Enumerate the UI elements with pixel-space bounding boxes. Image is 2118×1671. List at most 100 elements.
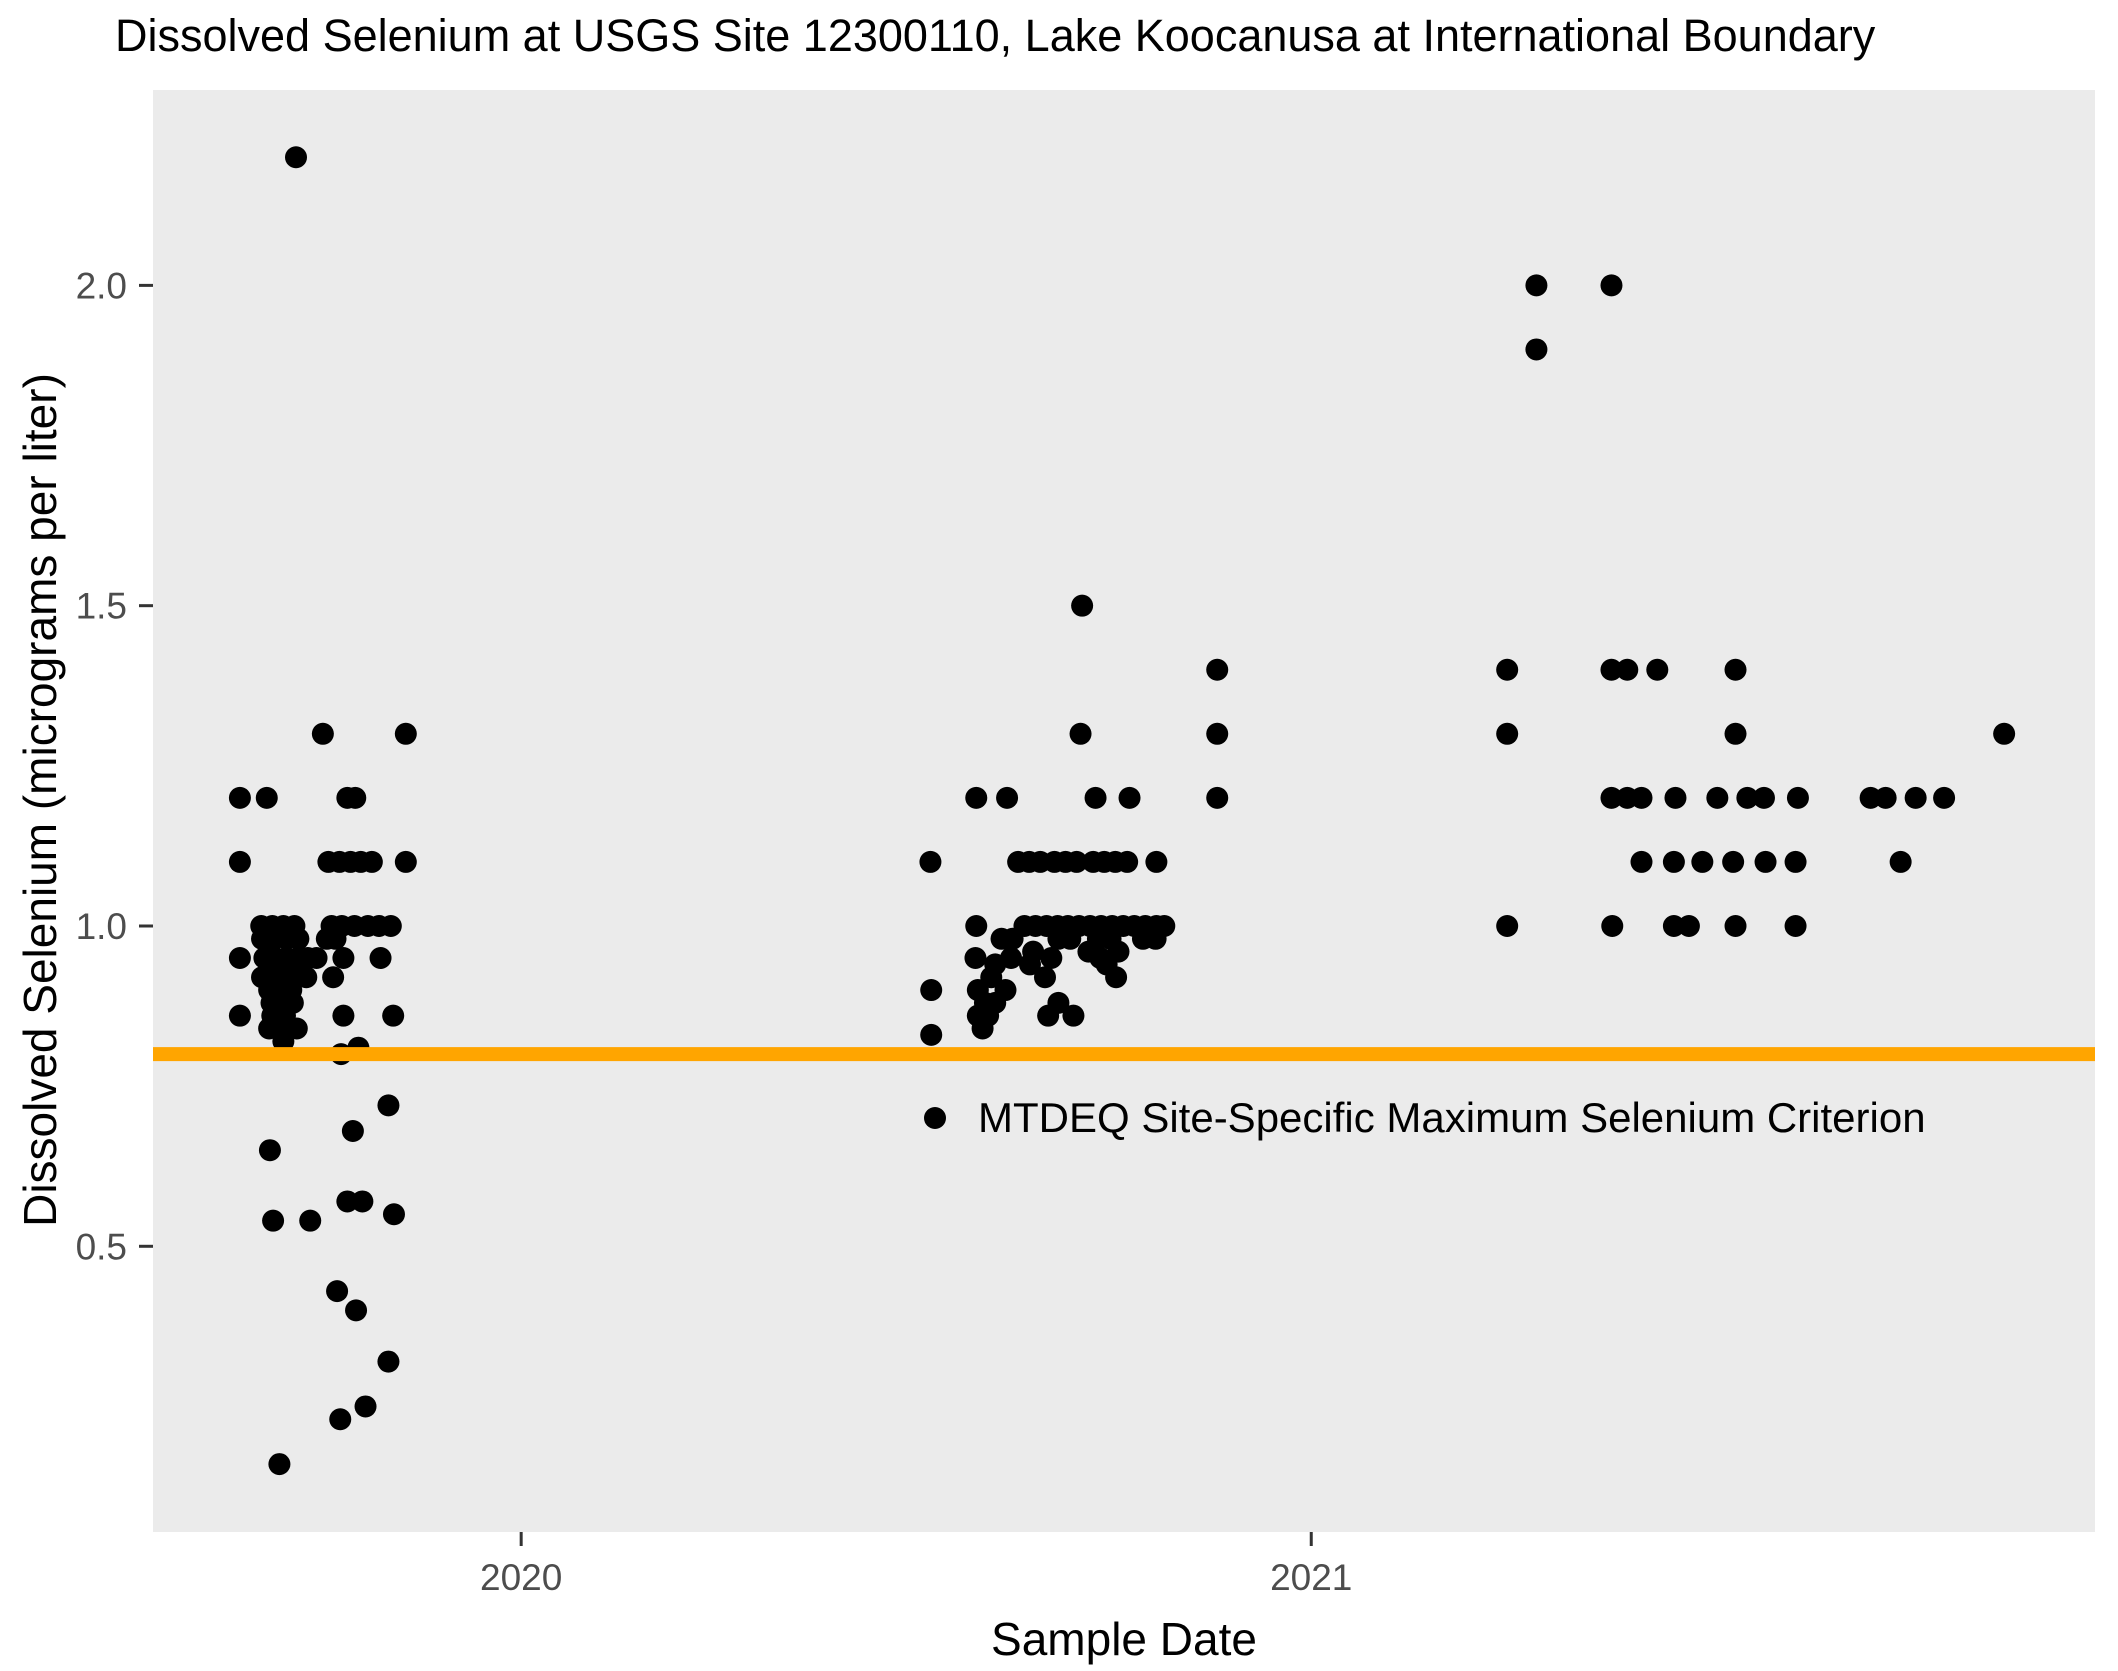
data-point <box>285 146 308 169</box>
data-point <box>394 722 417 745</box>
data-point <box>1206 658 1229 681</box>
data-point <box>1616 658 1639 681</box>
data-point <box>996 786 1019 809</box>
data-point <box>262 1209 285 1232</box>
data-point <box>1601 914 1624 937</box>
data-point <box>920 1023 943 1046</box>
data-point <box>299 1209 322 1232</box>
data-point <box>1062 1004 1085 1027</box>
data-point <box>311 722 334 745</box>
data-point <box>1018 953 1041 976</box>
data-point <box>268 1453 291 1476</box>
data-point <box>1889 850 1912 873</box>
data-point <box>326 1280 349 1303</box>
data-point <box>1033 966 1056 989</box>
data-point <box>345 1299 368 1322</box>
data-point <box>1496 658 1519 681</box>
data-point <box>1037 1004 1060 1027</box>
legend-point-marker <box>924 1107 946 1129</box>
data-point <box>1646 658 1669 681</box>
data-point <box>965 786 988 809</box>
data-point <box>1724 914 1747 937</box>
data-point <box>287 927 310 950</box>
data-point <box>1084 786 1107 809</box>
data-point <box>1722 850 1745 873</box>
data-point <box>377 1350 400 1373</box>
data-point <box>369 947 392 970</box>
y-tick-label: 2.0 <box>76 265 127 306</box>
data-point <box>1784 914 1807 937</box>
data-point <box>1904 786 1927 809</box>
data-point <box>1525 274 1548 297</box>
data-point <box>1496 722 1519 745</box>
data-point <box>228 947 251 970</box>
criterion-line <box>153 1047 2095 1062</box>
legend: MTDEQ Site-Specific Maximum Selenium Cri… <box>924 1096 1926 1140</box>
data-point <box>919 850 942 873</box>
data-point <box>1706 786 1729 809</box>
data-point <box>1065 850 1088 873</box>
data-point <box>1144 927 1167 950</box>
legend-label: MTDEQ Site-Specific Maximum Selenium Cri… <box>978 1094 1926 1141</box>
data-point <box>1724 658 1747 681</box>
data-point <box>1206 722 1229 745</box>
data-point <box>332 947 355 970</box>
data-point <box>964 947 987 970</box>
x-axis-title: Sample Date <box>991 1613 1257 1665</box>
data-point <box>329 1408 352 1431</box>
data-point <box>344 786 367 809</box>
data-point <box>379 914 402 937</box>
y-axis-title: Dissolved Selenium (micrograms per liter… <box>14 373 66 1227</box>
data-point <box>1001 927 1024 950</box>
x-tick-label: 2021 <box>1270 1557 1352 1598</box>
data-point <box>1677 914 1700 937</box>
data-point <box>1206 786 1229 809</box>
data-point <box>228 1004 251 1027</box>
data-point <box>382 1004 405 1027</box>
data-point <box>324 927 347 950</box>
data-point <box>1118 786 1141 809</box>
y-tick-label: 1.5 <box>76 586 127 627</box>
data-point <box>971 1017 994 1040</box>
data-point <box>965 914 988 937</box>
data-point <box>1600 274 1623 297</box>
data-point <box>377 1094 400 1117</box>
data-point <box>394 850 417 873</box>
data-point <box>354 1395 377 1418</box>
data-point <box>1736 786 1759 809</box>
data-point <box>1664 786 1687 809</box>
data-point <box>295 966 318 989</box>
data-point <box>1786 786 1809 809</box>
data-point <box>1071 594 1094 617</box>
y-tick-label: 0.5 <box>76 1226 127 1267</box>
plot-panel <box>153 90 2095 1532</box>
data-point <box>1105 966 1128 989</box>
data-point <box>1116 850 1139 873</box>
data-point <box>920 979 943 1002</box>
data-point <box>1874 786 1897 809</box>
data-point <box>1069 722 1092 745</box>
data-point <box>322 966 345 989</box>
data-point <box>351 1190 374 1213</box>
data-point <box>360 850 383 873</box>
x-tick-label: 2020 <box>480 1557 562 1598</box>
data-point <box>305 947 328 970</box>
data-point <box>1630 786 1653 809</box>
data-point <box>228 786 251 809</box>
y-tick-label: 1.0 <box>76 906 127 947</box>
data-point <box>382 1203 405 1226</box>
data-point <box>1145 850 1168 873</box>
data-point <box>1993 722 2016 745</box>
data-point <box>1754 850 1777 873</box>
data-point <box>1040 947 1063 970</box>
data-point <box>258 1139 281 1162</box>
data-point <box>1600 786 1623 809</box>
data-point <box>228 850 251 873</box>
data-point <box>1059 927 1082 950</box>
data-point <box>1630 850 1653 873</box>
data-point <box>1496 914 1519 937</box>
data-point <box>255 786 278 809</box>
chart-title: Dissolved Selenium at USGS Site 12300110… <box>115 10 1876 61</box>
